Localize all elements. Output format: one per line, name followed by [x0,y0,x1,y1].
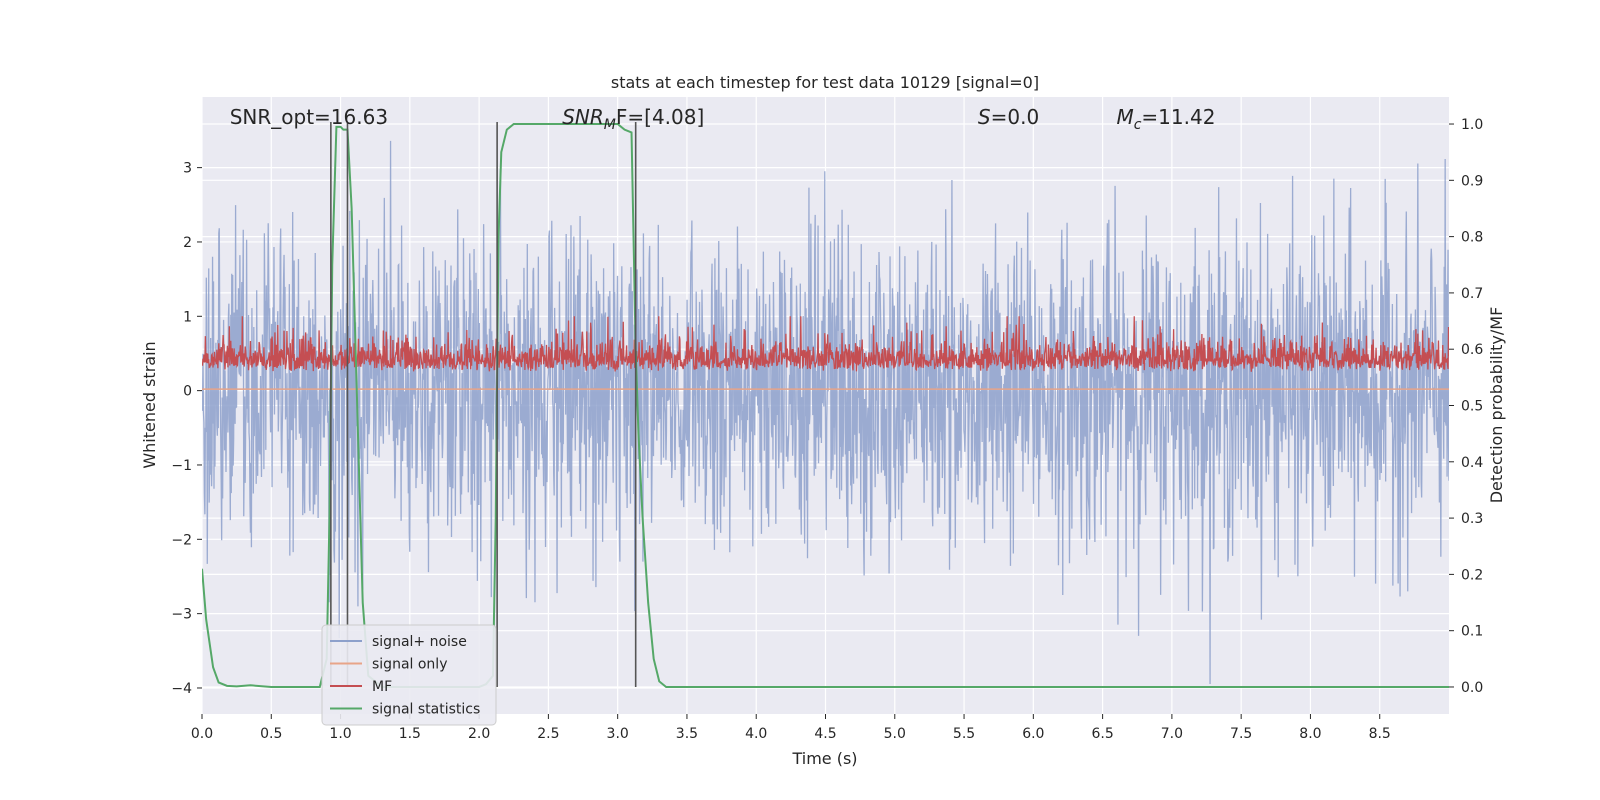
x-tick-label: 1.0 [329,726,351,742]
legend: signal+ noise signal only MF signal statist… [321,624,497,726]
x-tick-label: 4.0 [745,726,767,742]
series-mf [202,316,1449,372]
y2-axis-label: Detection probability/MF [1487,307,1506,504]
annotations: SNR_opt=16.63 SNRMF=[4.08] S=0.0 Mc=11.42 [230,105,1216,133]
x-tick-label: 3.0 [607,726,629,742]
y-tick-label: 0 [183,384,192,400]
y-tick-label: −2 [171,532,192,548]
y2-tick-label: 0.0 [1461,680,1483,696]
x-tick-label: 1.5 [399,726,421,742]
legend-box [321,624,497,726]
legend-label: MF [372,679,392,695]
legend-label: signal+ noise [372,634,467,650]
annotation: Mc=11.42 [1116,105,1215,133]
series-signal-noise [202,140,1449,685]
y2-tick-label: 0.6 [1461,342,1483,358]
annotation: S=0.0 [978,105,1039,129]
x-tick-label: 6.0 [1022,726,1044,742]
vertical-lines [330,122,637,687]
x-tick-label: 7.0 [1161,726,1183,742]
chart-title: stats at each timestep for test data 101… [611,73,1039,92]
legend-label: signal statistics [372,702,480,718]
x-tick-label: 6.5 [1091,726,1113,742]
x-tick-label: 4.5 [814,726,836,742]
annotation: SNRMF=[4.08] [562,105,704,133]
x-tick-label: 0.5 [260,726,282,742]
y-tick-label: 3 [183,161,192,177]
y2-tick-label: 1.0 [1461,117,1483,133]
y2-tick-label: 0.3 [1461,511,1483,527]
y2-tick-label: 0.8 [1461,230,1483,246]
y-tick-label: −4 [171,681,192,697]
y2-tick-label: 0.4 [1461,455,1483,471]
x-tick-label: 5.5 [953,726,975,742]
x-axis-label: Time (s) [791,749,857,768]
y-tick-label: 1 [183,309,192,325]
x-tick-label: 8.5 [1369,726,1391,742]
x-tick-label: 2.0 [468,726,490,742]
y2-tick-label: 0.2 [1461,567,1483,583]
x-tick-label: 7.5 [1230,726,1252,742]
y2-tick-label: 0.7 [1461,286,1483,302]
x-tick-label: 3.5 [676,726,698,742]
y-tick-label: −3 [171,607,192,623]
y-axis-label: Whitened strain [140,341,159,468]
y2-tick-label: 0.1 [1461,624,1483,640]
y2-tick-label: 0.9 [1461,173,1483,189]
x-tick-label: 2.5 [537,726,559,742]
y-tick-label: 2 [183,235,192,251]
annotation: SNR_opt=16.63 [230,105,388,129]
x-tick-label: 8.0 [1299,726,1321,742]
x-tick-label: 5.0 [884,726,906,742]
y2-tick-label: 0.5 [1461,399,1483,415]
y-tick-label: −1 [171,458,192,474]
legend-label: signal only [372,657,447,673]
tick-labels: 0.0 0.5 1.0 1.5 2.0 2.5 3.0 3.5 4.0 4.5 5.0 5.5 6.0 6… [171,117,1483,742]
x-tick-label: 0.0 [191,726,213,742]
